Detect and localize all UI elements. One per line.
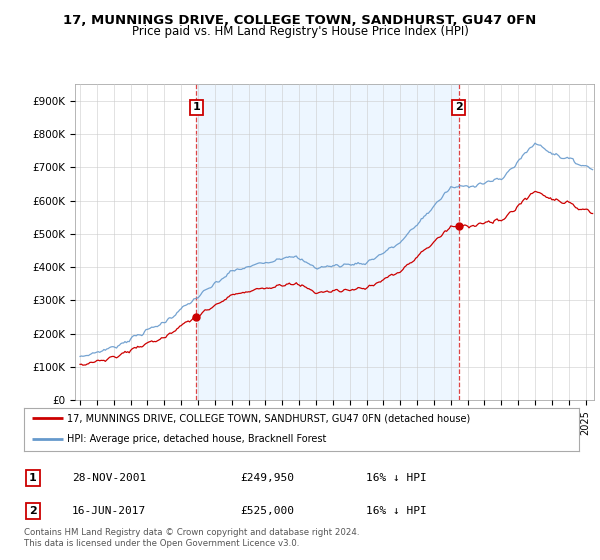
Text: 17, MUNNINGS DRIVE, COLLEGE TOWN, SANDHURST, GU47 0FN (detached house): 17, MUNNINGS DRIVE, COLLEGE TOWN, SANDHU… (67, 413, 470, 423)
Text: 2: 2 (29, 506, 37, 516)
Bar (196, 84, 458, 400)
Text: £525,000: £525,000 (240, 506, 294, 516)
Text: 16% ↓ HPI: 16% ↓ HPI (366, 473, 427, 483)
Text: 17, MUNNINGS DRIVE, COLLEGE TOWN, SANDHURST, GU47 0FN: 17, MUNNINGS DRIVE, COLLEGE TOWN, SANDHU… (64, 14, 536, 27)
Text: 1: 1 (193, 102, 200, 113)
Text: Contains HM Land Registry data © Crown copyright and database right 2024.
This d: Contains HM Land Registry data © Crown c… (24, 528, 359, 548)
Text: 16-JUN-2017: 16-JUN-2017 (72, 506, 146, 516)
Text: £249,950: £249,950 (240, 473, 294, 483)
Text: 28-NOV-2001: 28-NOV-2001 (72, 473, 146, 483)
Text: Price paid vs. HM Land Registry's House Price Index (HPI): Price paid vs. HM Land Registry's House … (131, 25, 469, 38)
Text: 16% ↓ HPI: 16% ↓ HPI (366, 506, 427, 516)
Text: 2: 2 (455, 102, 463, 113)
Text: HPI: Average price, detached house, Bracknell Forest: HPI: Average price, detached house, Brac… (67, 434, 326, 444)
Text: 1: 1 (29, 473, 37, 483)
